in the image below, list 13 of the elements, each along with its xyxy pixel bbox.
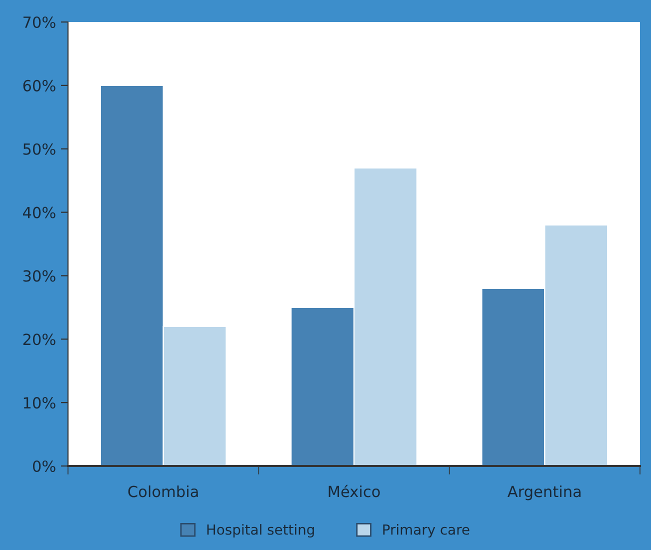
y-tick-label: 10%: [24, 397, 56, 409]
x-tick-label: Argentina: [508, 485, 581, 500]
y-tick-label: 70%: [23, 16, 56, 28]
y-tick-label: 50%: [23, 143, 56, 155]
y-tick-label: 0%: [32, 460, 56, 472]
legend-label: Primary care: [383, 524, 470, 538]
y-tick-label: 30%: [23, 270, 56, 282]
x-tick-label: Colombia: [128, 485, 198, 498]
y-tick-label: 60%: [23, 80, 56, 92]
legend-label: Hospital setting: [207, 524, 314, 538]
y-tick-label: 20%: [23, 334, 56, 346]
y-tick-label: 40%: [22, 206, 56, 218]
x-tick-label: México: [328, 484, 380, 498]
